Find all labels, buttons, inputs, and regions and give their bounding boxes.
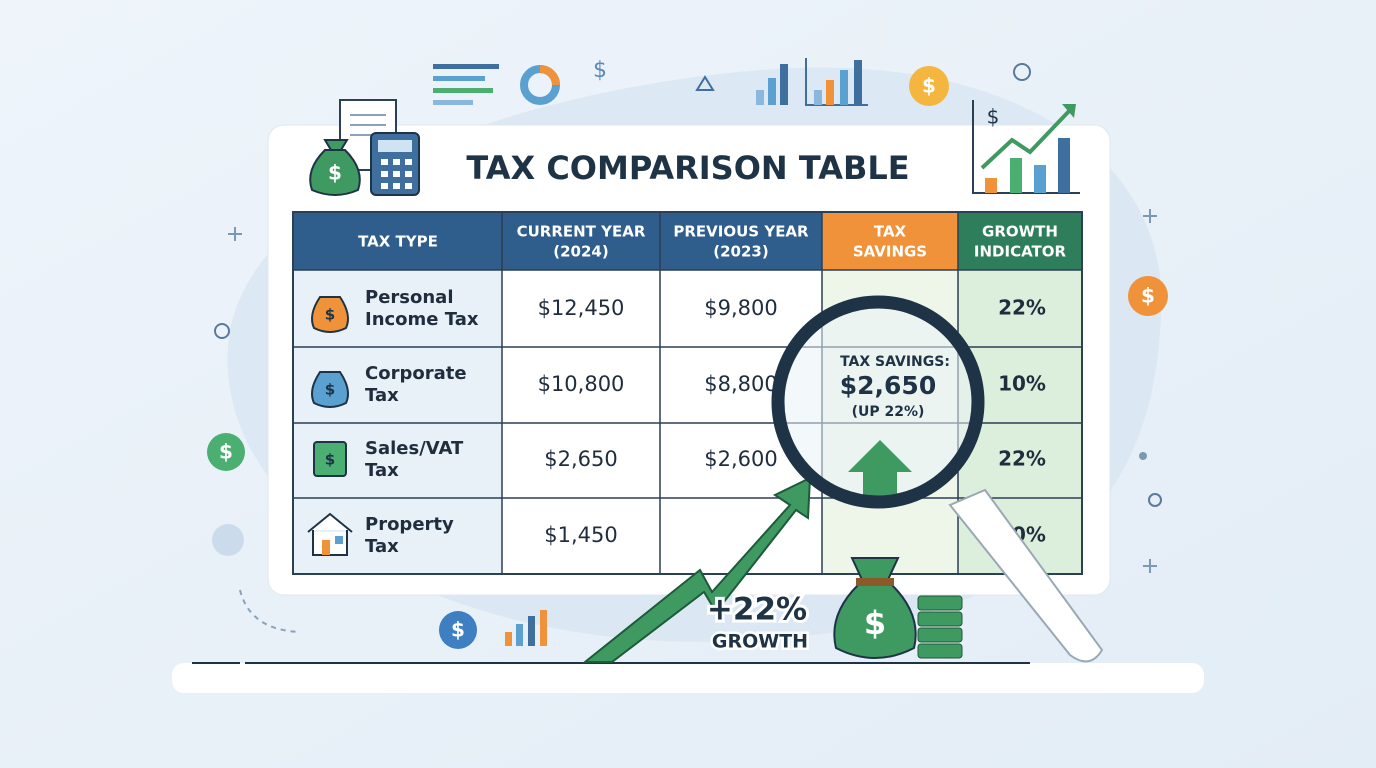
badge-label: GROWTH xyxy=(712,631,808,653)
bag-symbol: $ xyxy=(864,604,886,642)
column-header: TAX xyxy=(874,223,907,241)
tax-type: Sales/VAT xyxy=(365,438,464,459)
column-header: INDICATOR xyxy=(974,243,1067,261)
tax-type: Income Tax xyxy=(365,309,479,330)
tax-type: Tax xyxy=(365,385,399,406)
coin-symbol: $ xyxy=(922,74,936,98)
lens-note: (UP 22%) xyxy=(852,404,925,420)
row-icon-symbol: $ xyxy=(325,381,335,399)
title: TAX COMPARISON TABLE xyxy=(466,149,909,187)
magnifier: TAX SAVINGS: $2,650 (UP 22%) xyxy=(771,295,1104,663)
current-value: $12,450 xyxy=(538,296,625,320)
column-header: PREVIOUS YEAR xyxy=(673,223,809,241)
tax-type: Property xyxy=(365,514,454,535)
column-header: (2024) xyxy=(553,243,608,261)
tax-type: Tax xyxy=(365,536,399,557)
chart-symbol: $ xyxy=(987,105,1000,129)
previous-value: $8,800 xyxy=(704,372,777,396)
growth-arrow xyxy=(582,476,812,663)
money-bag: $ xyxy=(833,557,963,659)
current-value: $1,450 xyxy=(544,523,617,547)
coins: $ $ $ $ $ xyxy=(207,58,1168,649)
decor xyxy=(212,58,1162,646)
coin-symbol: $ xyxy=(219,440,233,464)
column-header: SAVINGS xyxy=(853,243,927,261)
header-icons: $ $ xyxy=(309,99,1080,196)
growth-value: 22% xyxy=(998,296,1046,320)
badge-value: +22% xyxy=(707,592,807,628)
base-bar xyxy=(172,663,1204,693)
lens-label: TAX SAVINGS: xyxy=(840,354,950,370)
dollar-sign: $ xyxy=(593,58,607,83)
current-value: $10,800 xyxy=(538,372,625,396)
column-header: (2023) xyxy=(713,243,768,261)
column-header: CURRENT YEAR xyxy=(517,223,646,241)
coin-symbol: $ xyxy=(451,618,465,642)
previous-value: $9,800 xyxy=(704,296,777,320)
row-icon-symbol: $ xyxy=(325,451,335,469)
tax-type: Personal xyxy=(365,287,454,308)
tax-type: Corporate xyxy=(365,363,467,384)
growth-value: 22% xyxy=(998,447,1046,471)
current-value: $2,650 xyxy=(544,447,617,471)
column-header: GROWTH xyxy=(982,223,1058,241)
row-icon-symbol: $ xyxy=(325,306,335,324)
coin-symbol: $ xyxy=(1141,284,1155,308)
bag-symbol: $ xyxy=(328,161,342,185)
growth-value: 10% xyxy=(998,372,1046,396)
column-header: TAX TYPE xyxy=(358,233,438,251)
tax-type: Tax xyxy=(365,460,399,481)
lens-amount: $2,650 xyxy=(840,371,936,400)
previous-value: $2,600 xyxy=(704,447,777,471)
